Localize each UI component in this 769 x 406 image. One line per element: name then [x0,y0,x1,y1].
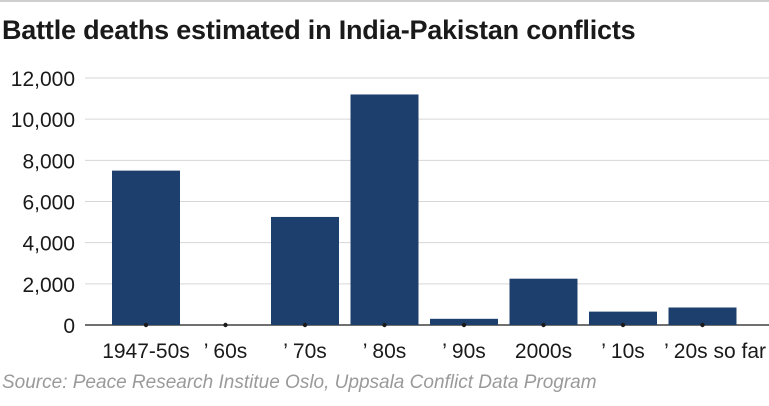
bar [350,94,419,325]
y-tick-label: 8,000 [22,150,75,173]
bar [668,307,737,325]
y-tick-label: 12,000 [11,68,75,91]
x-tick-label: ’ 80s [363,340,407,363]
bar [112,170,180,325]
x-tick-label: ’ 90s [442,340,486,363]
x-tick-dot [700,322,705,328]
bar [509,278,578,325]
x-tick-label: ’ 70s [283,340,327,363]
x-tick-label: 2000s [515,340,572,363]
source-note: Source: Peace Research Institue Oslo, Up… [2,372,597,393]
bar [589,311,657,325]
x-tick-label: ’ 60s [204,340,248,363]
x-tick-label: 1947-50s [102,340,190,363]
chart-title: Battle deaths estimated in India-Pakista… [2,15,636,45]
y-tick-label: 0 [63,315,75,338]
x-tick-dot [382,322,387,328]
x-tick-dot [541,322,546,328]
bar [271,216,339,325]
x-tick-dot [143,322,149,328]
y-tick-label: 6,000 [22,192,75,215]
y-tick-label: 4,000 [22,233,75,256]
y-tick-label: 2,000 [22,274,75,297]
x-tick-dot [223,322,228,328]
y-tick-label: 10,000 [11,109,75,132]
x-tick-dot [302,322,308,328]
top-rule [0,0,769,2]
x-tick-label: ’ 10s [601,340,645,363]
x-tick-dot [461,322,467,328]
x-tick-label: ’ 20s so far [664,340,766,363]
x-tick-dot [620,322,626,328]
bar [430,318,498,325]
